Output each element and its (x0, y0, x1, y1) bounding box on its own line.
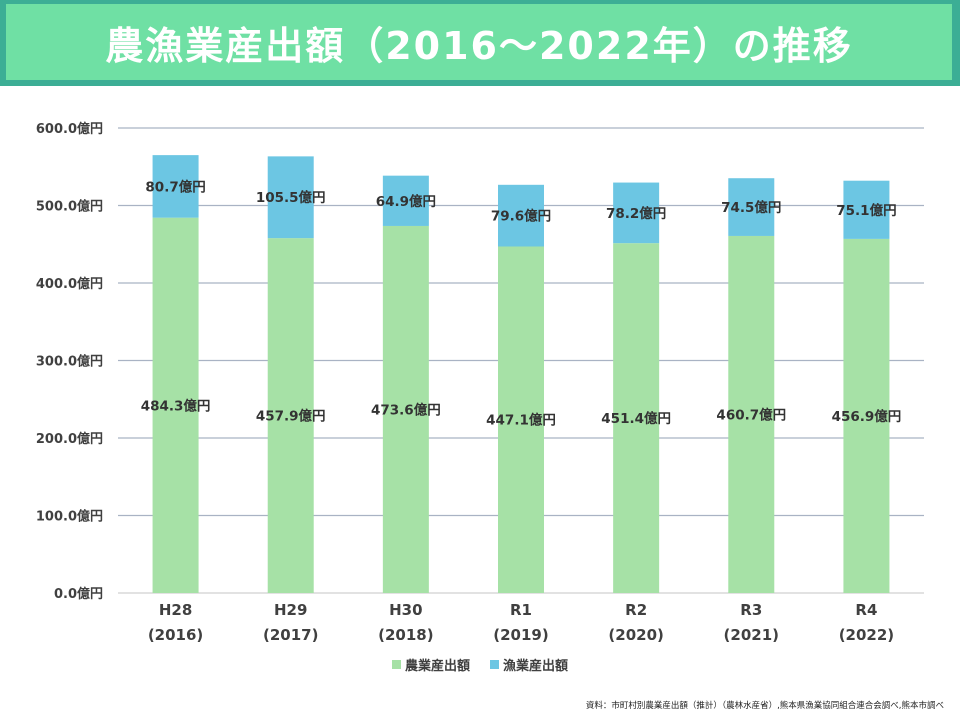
x-tick-label-year: (2020) (608, 626, 663, 644)
x-tick-label: R4 (855, 601, 877, 619)
data-label-fishery: 74.5億円 (721, 199, 781, 216)
y-tick-label: 600.0億円 (36, 121, 103, 137)
bar-agriculture (267, 238, 314, 593)
bar-fishery (382, 175, 429, 226)
legend-swatch-agriculture (391, 659, 401, 669)
data-label-fishery: 64.9億円 (376, 193, 436, 210)
y-tick-label: 400.0億円 (36, 276, 103, 292)
chart-title: 農漁業産出額（2016〜2022年）の推移 (105, 23, 853, 68)
data-label-agriculture: 473.6億円 (371, 401, 441, 418)
bar-fishery (267, 156, 314, 239)
x-tick-label-year: (2021) (724, 626, 779, 644)
legend-swatch-fishery (490, 659, 499, 669)
x-tick-label: R2 (625, 601, 647, 619)
title-banner: 農漁業産出額（2016〜2022年）の推移 (0, 0, 960, 86)
bar-agriculture (498, 246, 544, 593)
data-label-fishery: 105.5億円 (256, 189, 326, 206)
chart-area: 0.0億円 100.0億円 200.0億円 300.0億円 400.0億円 500.0億円… (36, 121, 924, 644)
data-label-agriculture: 451.4億円 (601, 410, 671, 427)
x-tick-label: R1 (510, 601, 532, 619)
data-label-agriculture: 456.9億円 (832, 408, 902, 425)
x-tick-label-year: (2022) (839, 626, 894, 644)
x-tick-label: H30 (389, 601, 422, 619)
y-tick-label: 0.0億円 (54, 586, 103, 602)
data-label-fishery: 80.7億円 (145, 178, 205, 195)
data-label-fishery: 75.1億円 (836, 202, 896, 219)
bar-agriculture (613, 243, 660, 594)
bar-agriculture (843, 238, 890, 593)
bar-agriculture (152, 217, 199, 594)
bar-fishery (843, 180, 890, 239)
legend-item-fishery: 漁業産出額 (490, 655, 568, 674)
title-banner-inner: 農漁業産出額（2016〜2022年）の推移 (6, 4, 952, 80)
x-tick-label: H28 (159, 601, 192, 619)
x-tick-label: H29 (274, 601, 307, 619)
bar-agriculture (728, 235, 775, 593)
legend: 農業産出額 漁業産出額 (0, 653, 960, 675)
y-tick-label: 200.0億円 (36, 431, 103, 447)
legend-label-agriculture: 農業産出額 (404, 658, 470, 674)
x-tick-label-year: (2017) (263, 626, 318, 644)
source-note: 資料：市町村別農業産出額（推計）（農林水産省）,熊本県漁業協同組合連合会調べ,熊… (585, 701, 944, 711)
bar-fishery (613, 182, 660, 244)
bar-fishery (728, 178, 775, 236)
x-tick-label-year: (2019) (493, 626, 548, 644)
data-label-agriculture: 460.7億円 (716, 406, 786, 423)
data-label-agriculture: 457.9億円 (256, 408, 326, 425)
legend-item-agriculture: 農業産出額 (391, 655, 470, 674)
bar-fishery (498, 184, 544, 247)
x-tick-label: R3 (740, 601, 762, 619)
x-tick-label-year: (2016) (148, 626, 203, 644)
legend-label-fishery: 漁業産出額 (503, 658, 569, 674)
data-label-agriculture: 447.1億円 (486, 412, 556, 429)
data-label-agriculture: 484.3億円 (141, 397, 211, 414)
data-label-fishery: 78.2億円 (606, 205, 666, 222)
data-label-fishery: 79.6億円 (491, 208, 551, 225)
x-tick-label-year: (2018) (378, 626, 433, 644)
bar-fishery (152, 155, 199, 218)
y-tick-label: 500.0億円 (36, 199, 103, 215)
y-tick-label: 300.0億円 (36, 354, 103, 370)
y-tick-label: 100.0億円 (36, 509, 103, 525)
bar-agriculture (382, 225, 429, 593)
